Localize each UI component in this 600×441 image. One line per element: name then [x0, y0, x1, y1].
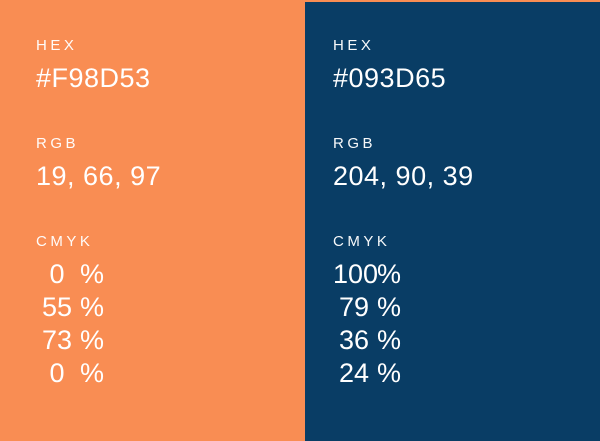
percent-sign: % — [80, 358, 105, 388]
percent-sign: % — [80, 292, 105, 322]
rgb-section: RGB 19, 66, 97 — [36, 134, 305, 192]
cmyk-row-cyan: 100% — [333, 258, 600, 291]
cmyk-label: CMYK — [333, 233, 391, 250]
rgb-section: RGB 204, 90, 39 — [333, 134, 600, 192]
cmyk-yellow-value: 36 — [338, 325, 370, 355]
cmyk-label: CMYK — [36, 233, 94, 250]
cmyk-black-value: 24 — [338, 358, 370, 388]
hex-value: #F98D53 — [36, 63, 151, 93]
cmyk-cyan-value: 100 — [333, 259, 379, 289]
cmyk-row-yellow: 36% — [333, 324, 600, 357]
cmyk-row-magenta: 79% — [333, 291, 600, 324]
percent-sign: % — [377, 325, 402, 355]
cmyk-section: CMYK 0% 55% 73% 0% — [36, 232, 305, 390]
rgb-value: 19, 66, 97 — [36, 161, 162, 191]
rgb-label: RGB — [333, 135, 377, 152]
navy-swatch-panel: HEX #093D65 RGB 204, 90, 39 CMYK 100% 79… — [305, 2, 600, 441]
cmyk-black-value: 0 — [49, 358, 65, 388]
cmyk-cyan-value: 0 — [49, 259, 65, 289]
cmyk-row-magenta: 55% — [36, 291, 305, 324]
percent-sign: % — [80, 325, 105, 355]
percent-sign: % — [377, 259, 402, 289]
hex-section: HEX #093D65 — [333, 36, 600, 94]
rgb-label: RGB — [36, 135, 80, 152]
cmyk-section: CMYK 100% 79% 36% 24% — [333, 232, 600, 390]
cmyk-magenta-value: 55 — [41, 292, 73, 322]
cmyk-yellow-value: 73 — [41, 325, 73, 355]
hex-section: HEX #F98D53 — [36, 36, 305, 94]
percent-sign: % — [377, 358, 402, 388]
hex-label: HEX — [333, 37, 375, 54]
cmyk-row-black: 0% — [36, 357, 305, 390]
percent-sign: % — [80, 259, 105, 289]
cmyk-magenta-value: 79 — [338, 292, 370, 322]
cmyk-row-yellow: 73% — [36, 324, 305, 357]
cmyk-row-cyan: 0% — [36, 258, 305, 291]
hex-value: #093D65 — [333, 63, 447, 93]
percent-sign: % — [377, 292, 402, 322]
hex-label: HEX — [36, 37, 78, 54]
orange-swatch-panel: HEX #F98D53 RGB 19, 66, 97 CMYK 0% 55% 7… — [36, 36, 305, 390]
cmyk-row-black: 24% — [333, 357, 600, 390]
rgb-value: 204, 90, 39 — [333, 161, 474, 191]
